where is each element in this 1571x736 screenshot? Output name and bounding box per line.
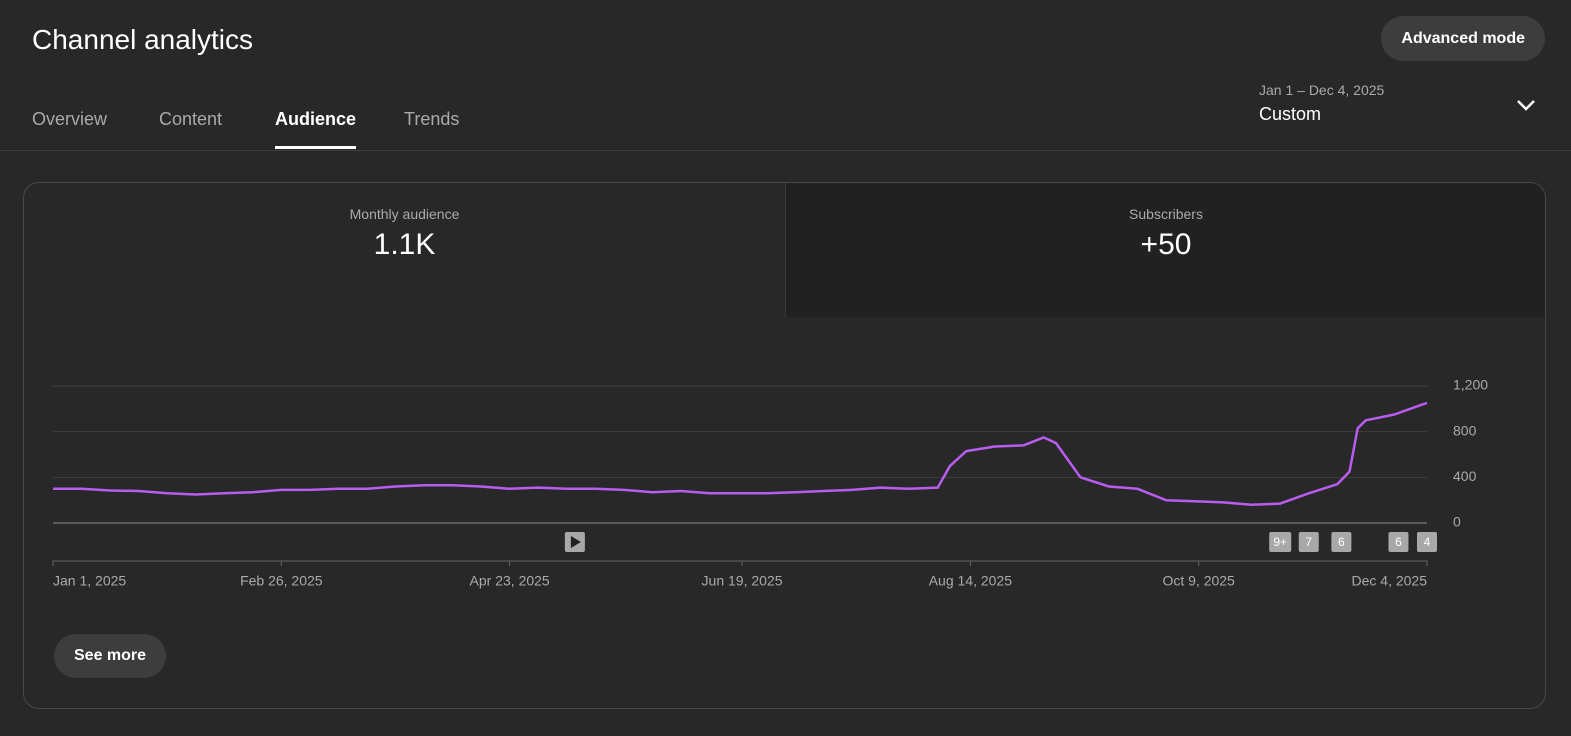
x-tick-label: Oct 9, 2025 <box>1162 573 1235 589</box>
marker-label: 4 <box>1424 535 1431 549</box>
y-tick-label: 1,200 <box>1453 377 1488 393</box>
metric-label: Monthly audience <box>349 206 460 222</box>
y-tick-label: 800 <box>1453 422 1477 438</box>
marker-label: 6 <box>1338 535 1345 549</box>
marker-label: 7 <box>1305 535 1312 549</box>
x-tick-label: Jan 1, 2025 <box>53 573 126 589</box>
x-tick-label: Jun 19, 2025 <box>702 573 783 589</box>
page-title: Channel analytics <box>32 24 254 55</box>
video-marker <box>1388 532 1409 552</box>
divider <box>0 150 1571 151</box>
x-tick-label: Apr 23, 2025 <box>470 573 550 589</box>
x-tick-label: Feb 26, 2025 <box>240 573 323 589</box>
metric-value: 1.1K <box>373 228 436 261</box>
tab[interactable]: Trends <box>404 109 460 129</box>
y-tick-label: 400 <box>1453 468 1477 484</box>
date-range[interactable]: Jan 1 – Dec 4, 2025 <box>1259 82 1385 98</box>
marker-label: 6 <box>1395 535 1402 549</box>
y-tick-label: 0 <box>1453 514 1461 530</box>
advanced-mode-button[interactable]: Advanced mode <box>1381 16 1545 61</box>
tab-underline <box>275 146 356 149</box>
video-marker <box>1269 532 1292 552</box>
tab[interactable]: Overview <box>32 109 108 129</box>
video-marker <box>1417 532 1437 552</box>
tab[interactable]: Content <box>159 109 223 129</box>
tab[interactable]: Audience <box>275 109 357 129</box>
metric-tab[interactable]: Subscribers +50 <box>785 183 1545 317</box>
x-tick-label: Dec 4, 2025 <box>1352 573 1428 589</box>
play-icon <box>570 536 581 548</box>
x-tick-label: Aug 14, 2025 <box>929 573 1013 589</box>
date-range-label[interactable]: Custom <box>1259 104 1322 124</box>
marker-label: 9+ <box>1273 535 1287 549</box>
line-series <box>53 401 1428 506</box>
metric-label: Subscribers <box>1129 206 1203 222</box>
metric-tab[interactable]: Monthly audience 1.1K <box>24 183 785 317</box>
video-marker <box>1298 532 1319 552</box>
analytics-card: Monthly audience 1.1K Subscribers +50 Se… <box>23 182 1546 709</box>
video-marker <box>1331 532 1352 552</box>
dropdown-chevron[interactable] <box>1515 96 1537 116</box>
see-more-button[interactable]: See more <box>54 634 167 678</box>
metric-value: +50 <box>1140 228 1192 261</box>
